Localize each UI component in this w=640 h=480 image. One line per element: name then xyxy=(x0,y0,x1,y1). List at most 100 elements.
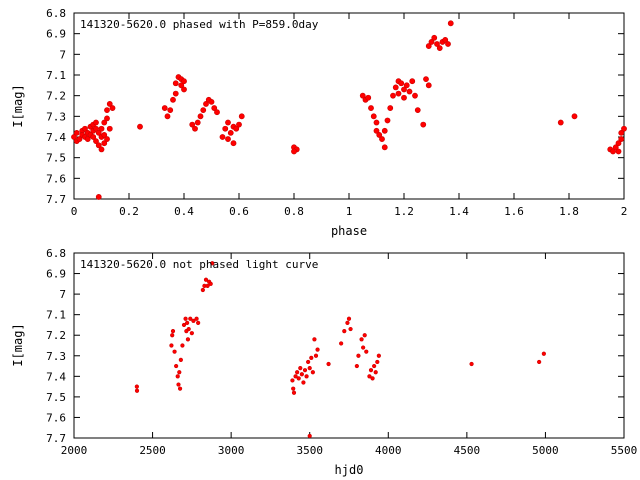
phased-data-point xyxy=(93,125,99,132)
unphased-x-ticks: 2000 2500 3000 3500 4000 4500 5000 5500 xyxy=(61,253,638,457)
unphased-y-ticks: 6.8 6.9 7 7.1 7.2 7.3 7.4 7.5 7.6 7.7 xyxy=(46,247,624,445)
phased-data-point xyxy=(84,136,91,142)
phased-data-point xyxy=(420,121,427,128)
phased-data-point xyxy=(412,92,418,99)
phased-data-points xyxy=(71,20,627,200)
unphased-x-tick-label: 2000 xyxy=(61,444,88,457)
unphased-data-point xyxy=(210,261,215,266)
phased-data-point xyxy=(618,136,625,142)
phased-data-point xyxy=(621,125,627,132)
unphased-data-point xyxy=(185,337,191,342)
phased-data-point xyxy=(170,96,176,103)
unphased-data-point xyxy=(345,320,350,325)
phased-data-point xyxy=(101,140,108,147)
phased-x-tick-label: 0.2 xyxy=(119,205,139,218)
phased-data-point xyxy=(428,39,435,45)
phased-y-tick-label: 6.9 xyxy=(46,28,66,41)
unphased-data-point xyxy=(196,320,201,325)
phased-y-tick-label: 7.2 xyxy=(46,90,66,103)
unphased-y-tick-label: 6.8 xyxy=(46,247,66,260)
unphased-data-point xyxy=(177,370,182,375)
phased-data-point xyxy=(445,41,451,47)
phased-data-point xyxy=(381,127,388,134)
unphased-data-point xyxy=(354,363,359,369)
phased-data-point xyxy=(403,82,410,89)
phased-data-point xyxy=(373,119,380,126)
phased-data-point xyxy=(203,101,209,107)
phased-data-point xyxy=(615,140,622,147)
unphased-data-point xyxy=(170,329,176,334)
phased-data-point xyxy=(401,94,407,101)
unphased-data-point xyxy=(174,363,179,369)
phased-data-point xyxy=(208,98,215,105)
phased-y-tick-label: 7.3 xyxy=(46,110,66,123)
phased-y-tick-label: 7.7 xyxy=(46,193,66,206)
unphased-data-point xyxy=(304,374,309,379)
unphased-y-tick-label: 7.7 xyxy=(46,432,66,445)
unphased-x-tick-label: 3000 xyxy=(218,444,245,457)
phased-data-point xyxy=(181,78,187,85)
unphased-data-point xyxy=(326,361,331,367)
unphased-data-point xyxy=(376,353,381,358)
phased-data-point xyxy=(161,105,168,111)
unphased-data-point xyxy=(364,349,369,354)
phased-x-axis-label: phase xyxy=(331,224,367,238)
phased-data-point xyxy=(101,132,108,138)
phased-data-point xyxy=(109,105,116,111)
phased-data-point xyxy=(612,144,619,151)
phased-data-point xyxy=(557,119,564,126)
unphased-data-point xyxy=(310,370,315,375)
phased-x-tick-label: 1.4 xyxy=(449,205,469,218)
phased-data-point xyxy=(106,101,113,107)
phased-data-point xyxy=(381,144,388,151)
phased-data-point xyxy=(189,121,196,128)
phased-data-point xyxy=(71,134,77,140)
unphased-x-axis-label: hjd0 xyxy=(335,463,364,477)
unphased-data-point xyxy=(372,363,377,369)
phased-data-point xyxy=(93,138,99,145)
phased-data-point xyxy=(172,90,179,97)
phased-data-point xyxy=(137,123,143,130)
unphased-y-tick-label: 7.6 xyxy=(46,411,66,424)
phased-data-point xyxy=(447,20,454,27)
phased-data-point xyxy=(90,134,97,140)
phased-data-point xyxy=(181,86,187,93)
unphased-data-point xyxy=(315,347,320,352)
phased-data-point xyxy=(76,136,83,142)
unphased-y-tick-label: 7.5 xyxy=(46,391,66,404)
unphased-x-tick-label: 5500 xyxy=(611,444,638,457)
phased-x-tick-label: 0 xyxy=(71,205,78,218)
phased-plot-title: 141320-5620.0 phased with P=859.0day xyxy=(80,18,319,31)
phased-data-point xyxy=(233,125,240,132)
unphased-y-tick-label: 7.2 xyxy=(46,329,66,342)
unphased-data-point xyxy=(291,390,297,395)
unphased-y-tick-label: 7.1 xyxy=(46,309,66,322)
phased-data-point xyxy=(384,117,391,124)
unphased-data-point xyxy=(469,361,474,367)
phased-data-point xyxy=(359,92,366,99)
phased-data-point xyxy=(436,45,443,52)
phased-data-point xyxy=(104,136,110,142)
phased-data-point xyxy=(95,129,102,136)
phased-data-point xyxy=(423,76,429,83)
phased-y-tick-label: 7.1 xyxy=(46,69,66,82)
phased-data-point xyxy=(93,119,99,126)
unphased-y-tick-label: 6.9 xyxy=(46,268,66,281)
phased-data-point xyxy=(172,80,179,87)
phased-data-point xyxy=(230,140,237,147)
unphased-y-axis-label: I[mag] xyxy=(11,323,25,366)
unphased-data-point xyxy=(172,349,177,354)
phased-data-point xyxy=(73,129,80,136)
phased-data-point xyxy=(431,34,438,41)
unphased-y-tick-label: 7.3 xyxy=(46,350,66,363)
unphased-data-point xyxy=(312,337,317,342)
phased-data-point xyxy=(192,125,198,132)
phased-data-point xyxy=(236,121,242,128)
unphased-data-point xyxy=(183,316,188,321)
phased-x-tick-label: 0.8 xyxy=(284,205,304,218)
phased-data-point xyxy=(104,107,110,114)
unphased-x-tick-label: 5000 xyxy=(532,444,559,457)
phased-data-point xyxy=(618,129,625,136)
phased-data-point xyxy=(442,36,449,43)
